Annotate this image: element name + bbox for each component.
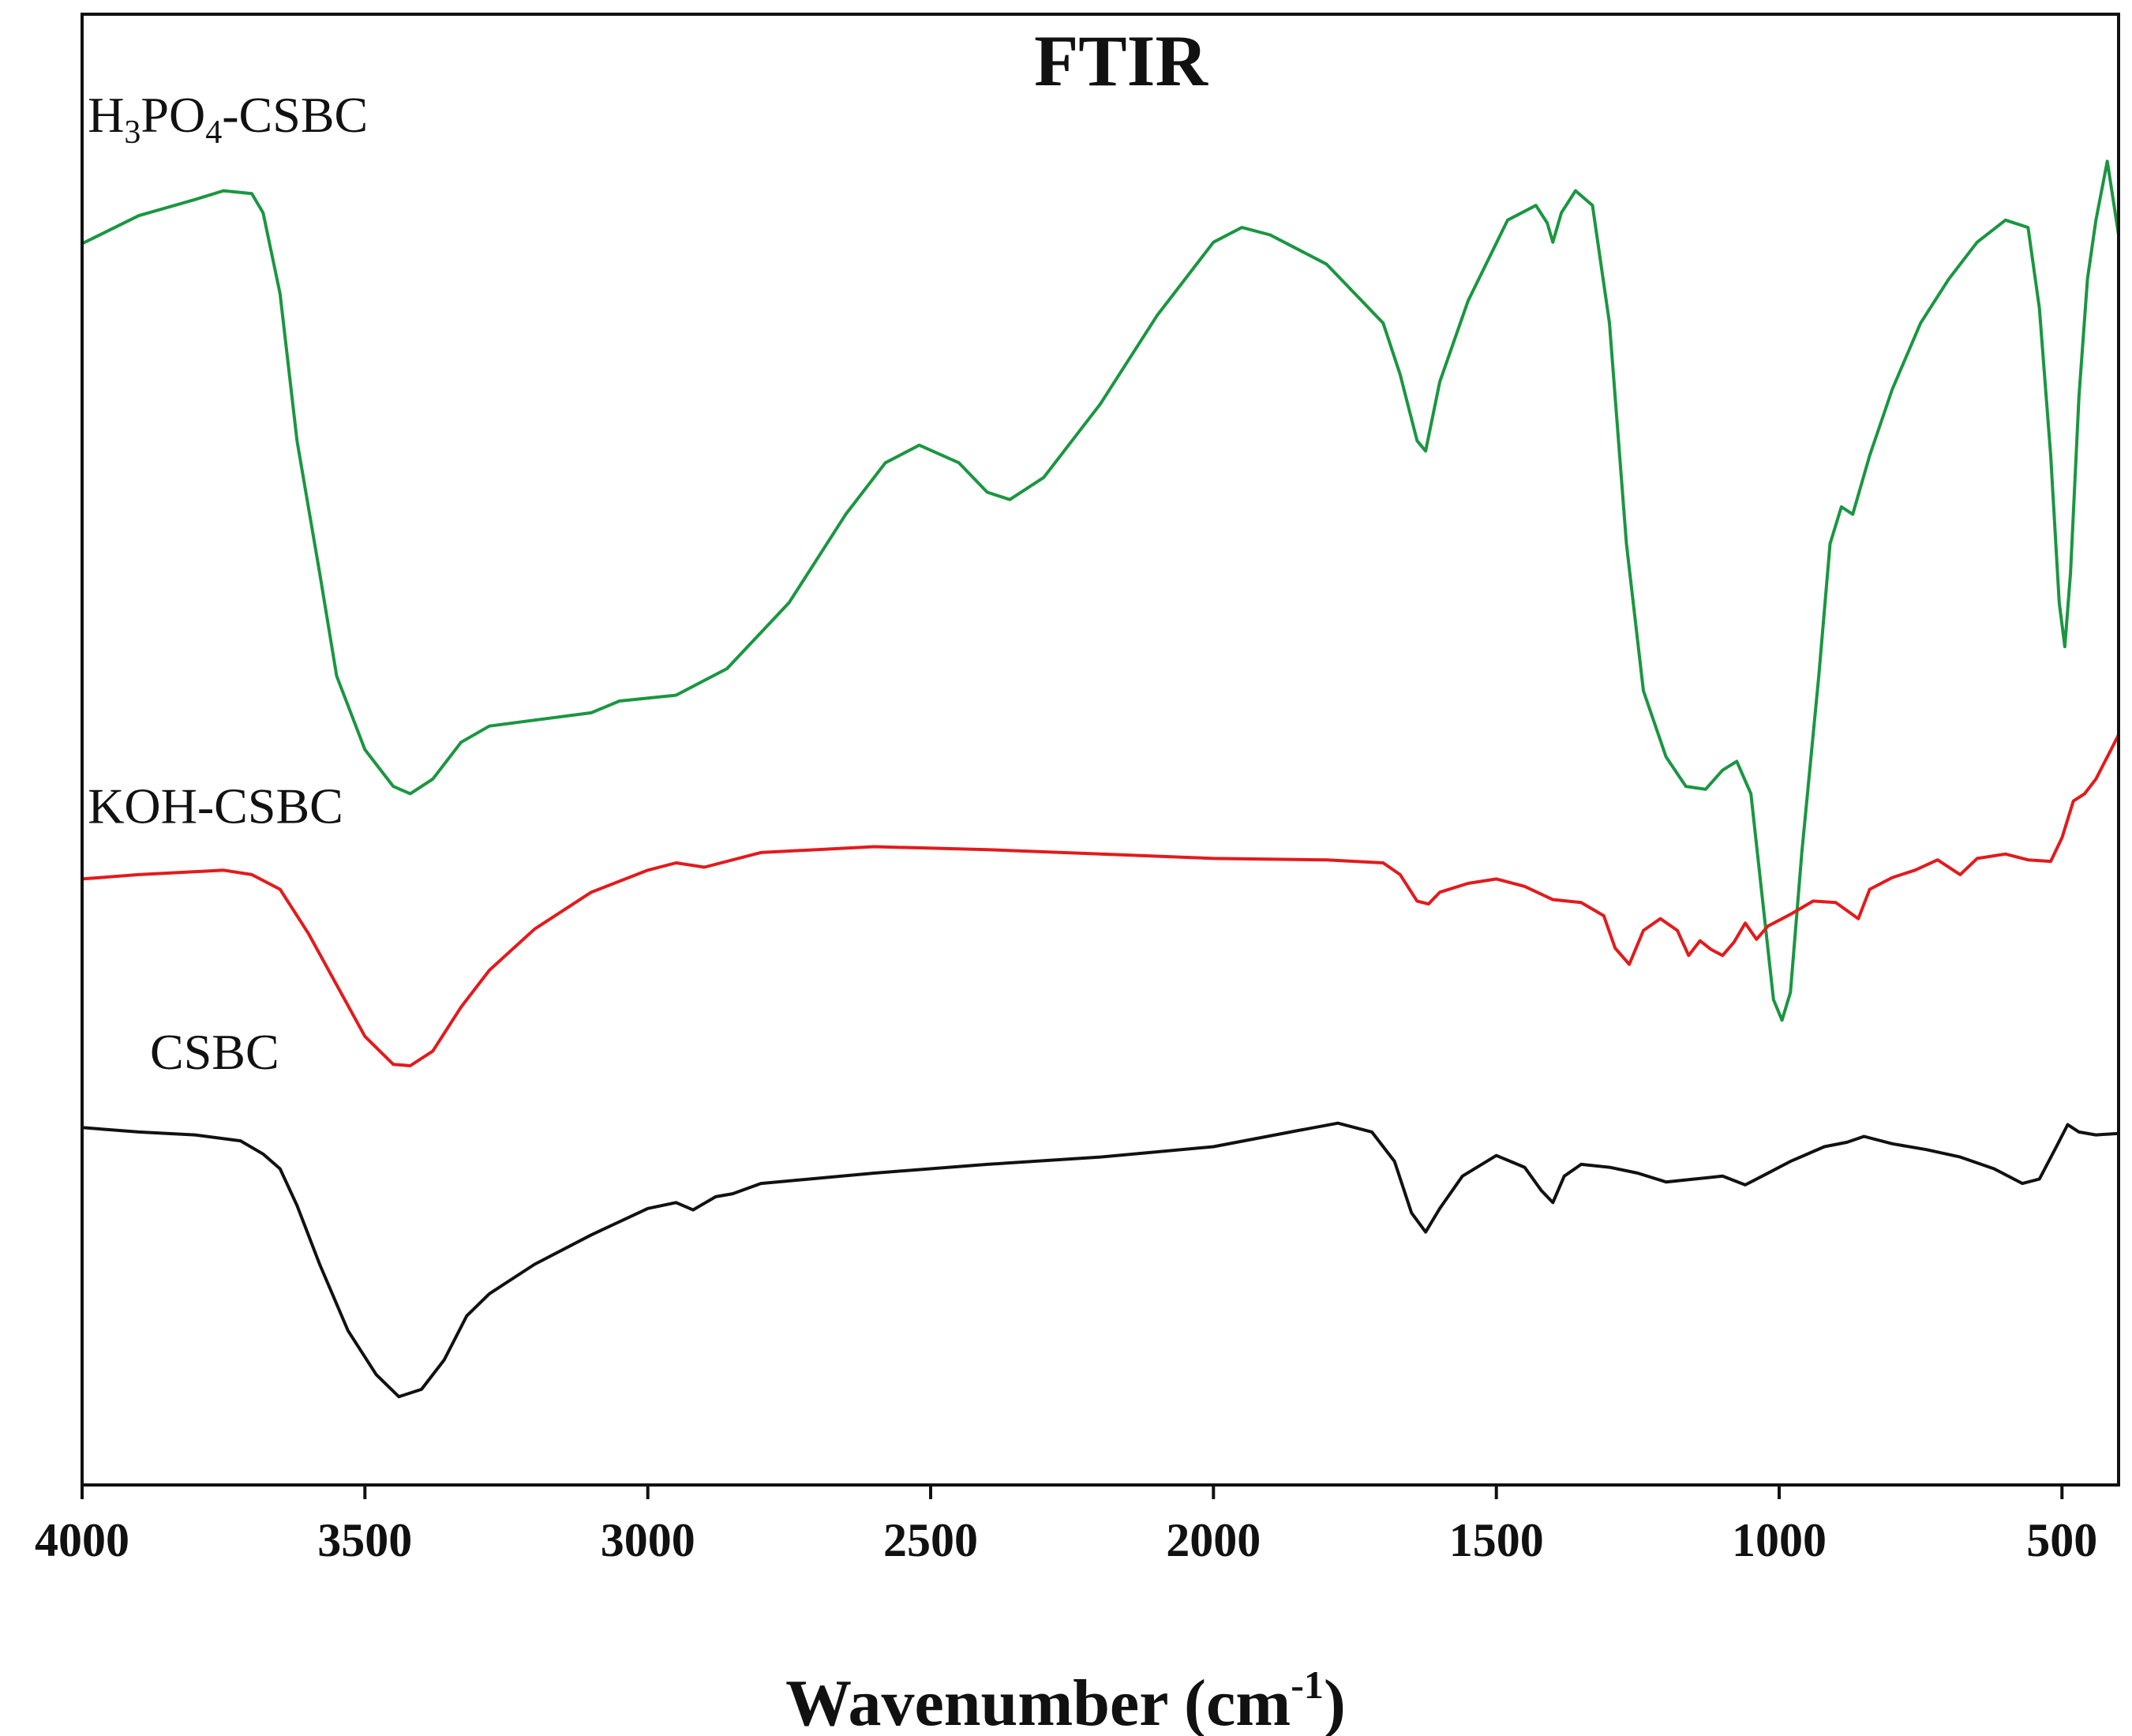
x-tick-label: 2000 (1166, 1514, 1261, 1566)
x-tick-label: 500 (2026, 1514, 2097, 1566)
x-axis-ticks: 4000 3500 3000 2500 2000 1500 1000 500 (35, 1485, 2097, 1566)
x-tick-label: 2500 (883, 1514, 978, 1566)
x-tick-label: 3000 (601, 1514, 695, 1566)
chart-title: FTIR (1034, 21, 1208, 101)
series-line-csbc (81, 1121, 2119, 1399)
series-label-koh-csbc: KOH-CSBC (88, 778, 343, 834)
series-line-h3po4-csbc (81, 159, 2120, 1022)
x-axis-label-text: Wavenumber (785, 1667, 1167, 1736)
series-label-csbc: CSBC (150, 1024, 279, 1080)
x-axis-unit-exponent: -1 (1291, 1663, 1324, 1707)
series-line-koh-csbc (81, 733, 2120, 1067)
series-label-h3po4-csbc: H3PO4-CSBC (88, 87, 368, 151)
series-labels: H3PO4-CSBC KOH-CSBC CSBC (88, 87, 368, 1080)
x-axis-unit: cm (1206, 1667, 1291, 1736)
series-group (81, 159, 2120, 1399)
x-tick-label: 4000 (35, 1514, 129, 1566)
x-tick-label: 3500 (317, 1514, 412, 1566)
x-axis-label: Wavenumber (cm-1) (785, 1663, 1346, 1736)
plot-frame (81, 13, 2120, 1487)
x-tick-label: 1000 (1732, 1514, 1827, 1566)
x-tick-label: 1500 (1449, 1514, 1544, 1566)
